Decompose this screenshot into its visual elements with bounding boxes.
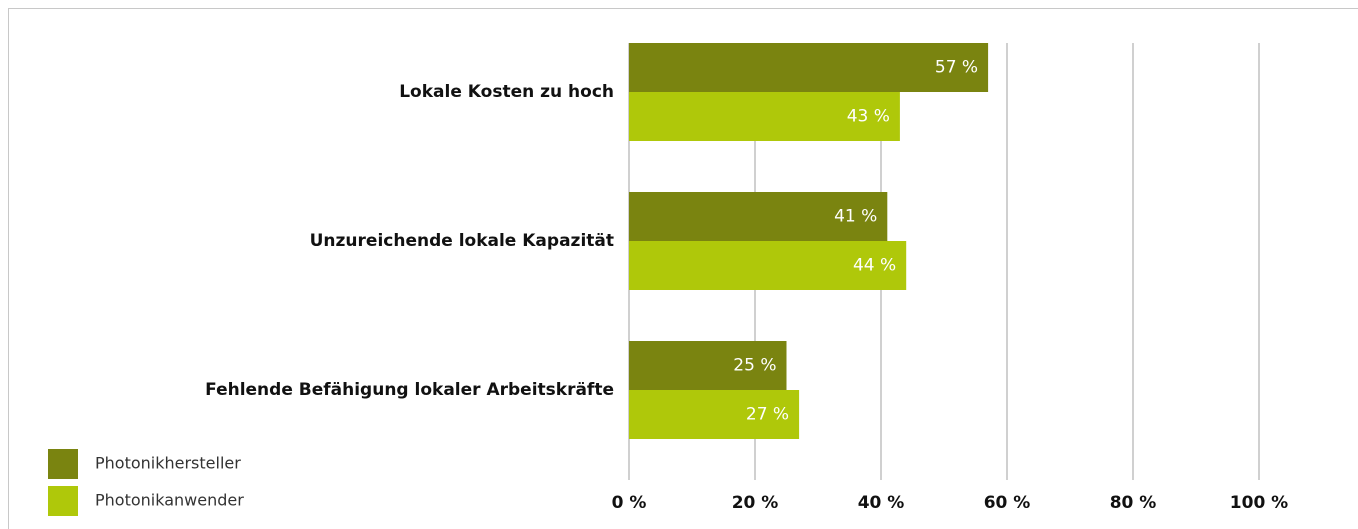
x-tick-label: 20 % [732,493,779,513]
legend-label: Photonikanwender [95,491,244,510]
category-label: Fehlende Befähigung lokaler Arbeitskräft… [205,380,614,400]
value-label: 41 % [834,207,877,227]
bar [629,92,900,141]
x-tick-label: 0 % [612,493,647,513]
x-tick-label: 100 % [1230,493,1288,513]
bar [629,390,800,439]
legend-swatch [48,449,78,479]
legend-label: Photonikhersteller [95,454,241,473]
x-tick-label: 40 % [858,493,905,513]
value-label: 57 % [935,58,978,78]
bar [629,341,787,390]
category-label: Lokale Kosten zu hoch [399,82,614,102]
bar [629,43,989,92]
x-tick-label: 80 % [1110,493,1157,513]
category-label: Unzureichende lokale Kapazität [310,231,614,251]
frame [8,8,1358,529]
legend-swatch [48,486,78,516]
bar [629,241,907,290]
value-label: 27 % [746,405,789,425]
value-label: 43 % [847,107,890,127]
bar [629,192,888,241]
x-tick-label: 60 % [984,493,1031,513]
value-label: 44 % [853,256,896,276]
value-label: 25 % [733,356,776,376]
